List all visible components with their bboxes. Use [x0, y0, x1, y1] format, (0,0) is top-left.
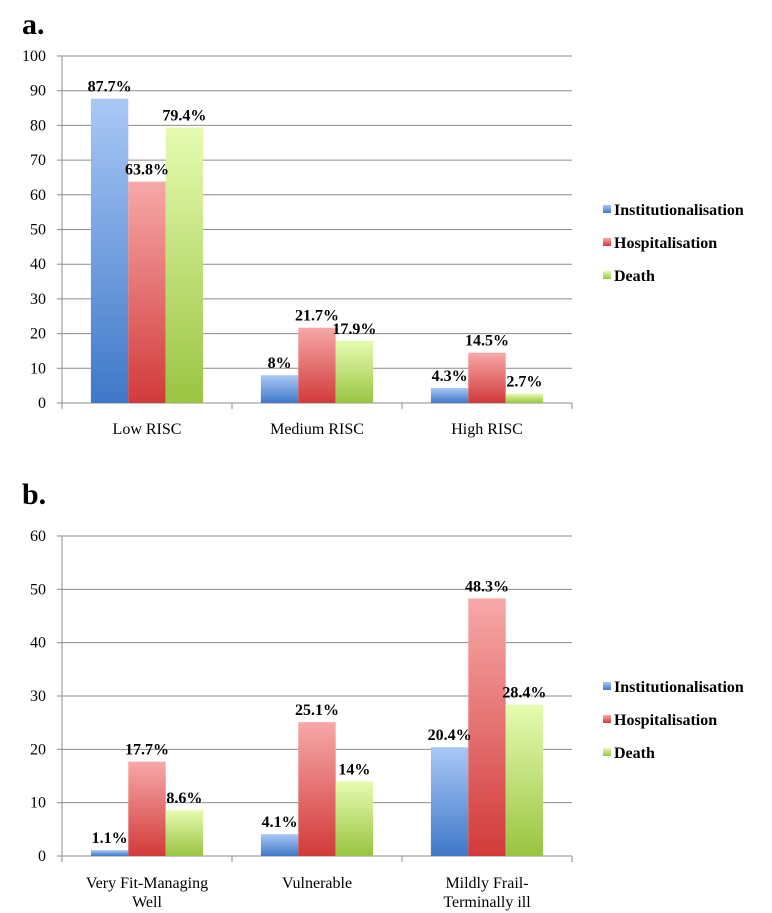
chart-panel-b: b. 0 10 20 30 40 50 60 Very Fit-Managing Well Vul…: [0, 470, 772, 913]
legend-swatch-hospitalisation: [603, 715, 611, 723]
bar-death: [335, 781, 374, 856]
category-label: Vulnerable: [282, 875, 352, 892]
legend-swatch-death: [603, 748, 611, 756]
y-tick-label: 100: [22, 48, 46, 65]
y-tick-label: 80: [30, 117, 46, 134]
y-tick-label: 40: [30, 256, 46, 273]
data-label: 87.7%: [88, 79, 132, 96]
data-label: 48.3%: [465, 578, 509, 595]
data-label: 63.8%: [125, 162, 169, 179]
bar-institutionalisation: [90, 850, 129, 856]
bar-hospitalisation: [128, 761, 166, 856]
bar-institutionalisation: [260, 375, 299, 403]
bar-institutionalisation: [430, 388, 469, 403]
legend-label-institutionalisation: Institutionalisation: [614, 202, 744, 219]
y-tick-label: 10: [30, 795, 46, 812]
bar-institutionalisation: [430, 747, 469, 856]
y-tick-label: 50: [30, 581, 46, 598]
y-tick-label: 0: [38, 395, 46, 412]
data-label: 28.4%: [502, 685, 546, 702]
y-tick-label: 70: [30, 152, 46, 169]
data-label: 2.7%: [506, 374, 542, 391]
y-tick-label: 10: [30, 360, 46, 377]
data-label: 21.7%: [295, 308, 339, 325]
legend-label-hospitalisation: Hospitalisation: [614, 235, 717, 252]
category-label: Low RISC: [113, 421, 182, 438]
bar-institutionalisation: [90, 98, 129, 403]
bar-death: [165, 810, 204, 856]
y-tick-label: 90: [30, 83, 46, 100]
data-label: 79.4%: [162, 107, 206, 124]
data-label: 4.1%: [262, 814, 298, 831]
bar-chart-b: 0 10 20 30 40 50 60 Very Fit-Managing Well Vulner…: [30, 528, 744, 911]
y-tick-label: 30: [30, 291, 46, 308]
category-label: High RISC: [451, 421, 523, 438]
y-tick-label: 30: [30, 688, 46, 705]
bar-hospitalisation: [468, 598, 506, 856]
panel-label-b: b.: [22, 478, 47, 511]
data-label: 20.4%: [428, 727, 472, 744]
data-label: 1.1%: [92, 830, 128, 847]
y-tick-label: 20: [30, 741, 46, 758]
legend-swatch-hospitalisation: [603, 238, 611, 246]
data-label: 14%: [338, 761, 370, 778]
category-label: Mildly Frail-: [445, 875, 528, 892]
bar-death: [165, 127, 204, 404]
legend-label-death: Death: [614, 745, 655, 762]
data-label: 8.6%: [166, 790, 202, 807]
bar-death: [505, 704, 544, 856]
bar-chart-a: 0 10 20 30 40 50 60 70 80 90 100 Low RISC Medium RIS…: [22, 48, 744, 438]
y-tick-label: 50: [30, 222, 46, 239]
y-tick-label: 0: [38, 848, 46, 865]
bar-hospitalisation: [298, 722, 336, 856]
bar-hospitalisation: [298, 327, 336, 403]
panel-label-a: a.: [22, 8, 45, 41]
legend-label-hospitalisation: Hospitalisation: [614, 712, 717, 729]
bar-death: [335, 340, 374, 403]
y-tick-label: 40: [30, 635, 46, 652]
bar-hospitalisation: [128, 181, 166, 403]
legend-label-death: Death: [614, 268, 655, 285]
bar-institutionalisation: [260, 834, 299, 856]
y-tick-label: 60: [30, 528, 46, 545]
data-label: 25.1%: [295, 702, 339, 719]
legend-swatch-institutionalisation: [603, 205, 611, 213]
category-label: Terminally ill: [443, 894, 531, 911]
legend-swatch-institutionalisation: [603, 682, 611, 690]
chart-panel-a: a. 0 10 20 30 40 50 60 70 80 90 100 Low RISC Medium …: [0, 0, 772, 450]
category-label: Well: [132, 894, 162, 911]
data-label: 8%: [268, 355, 292, 372]
bar-death: [505, 393, 544, 403]
category-label: Very Fit-Managing: [86, 875, 208, 892]
data-label: 14.5%: [465, 333, 509, 350]
legend-swatch-death: [603, 271, 611, 279]
data-label: 17.7%: [125, 742, 169, 759]
legend-label-institutionalisation: Institutionalisation: [614, 679, 744, 696]
bar-hospitalisation: [468, 352, 506, 403]
data-label: 4.3%: [432, 368, 468, 385]
y-tick-label: 60: [30, 187, 46, 204]
data-label: 17.9%: [332, 321, 376, 338]
y-tick-label: 20: [30, 326, 46, 343]
category-label: Medium RISC: [270, 421, 364, 438]
